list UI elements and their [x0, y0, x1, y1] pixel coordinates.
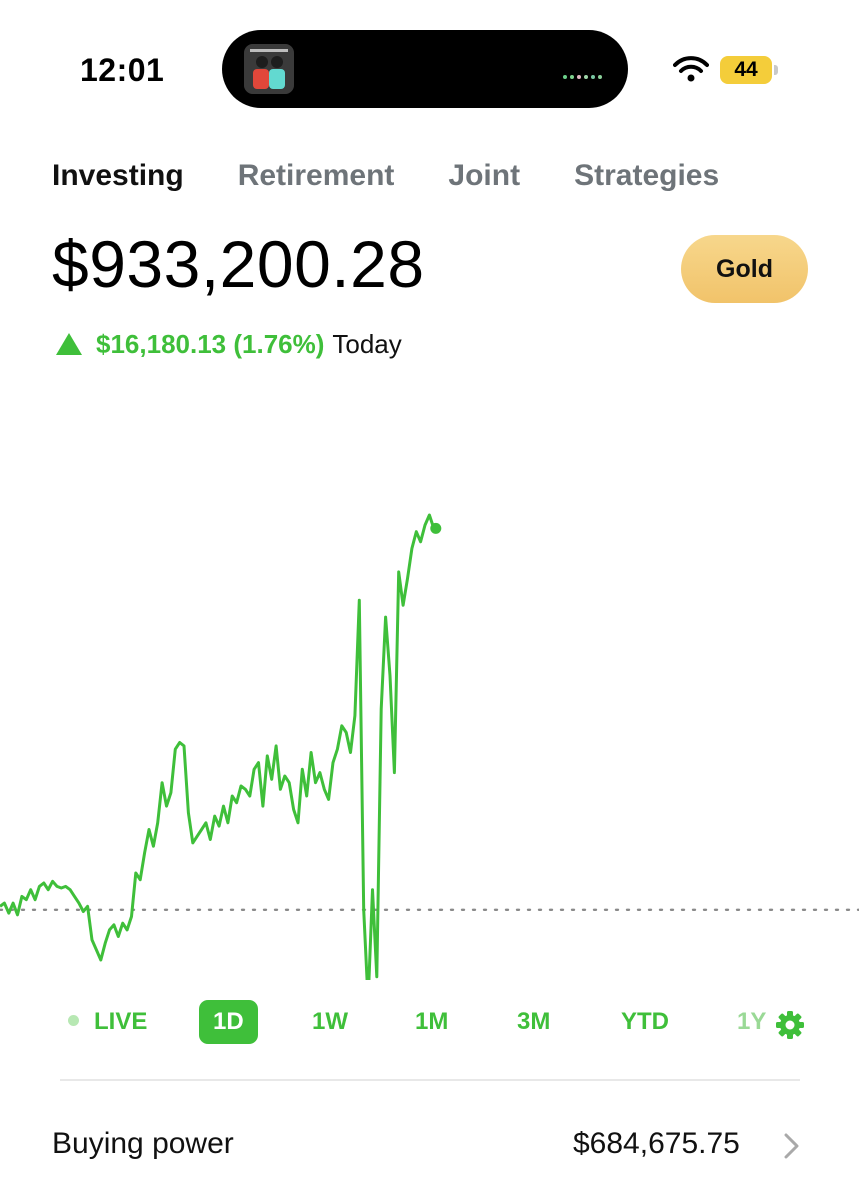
range-1d[interactable]: 1D	[199, 1000, 258, 1044]
activity-dot	[591, 75, 595, 79]
change-amount: $16,180.13 (1.76%)	[96, 328, 325, 359]
buying-power-value[interactable]: $684,675.75	[573, 1127, 740, 1160]
wifi-icon	[673, 56, 709, 87]
range-live[interactable]: LIVE	[68, 1000, 147, 1044]
tab-strategies[interactable]: Strategies	[574, 159, 720, 192]
chevron-right-icon[interactable]	[783, 1132, 801, 1160]
tab-joint[interactable]: Joint	[448, 159, 521, 192]
range-selector: LIVE 1D 1W 1M 3M YTD 1Y	[0, 996, 859, 1050]
activity-dot	[584, 75, 588, 79]
chart-series-line	[0, 513, 436, 980]
status-time: 12:01	[80, 52, 165, 88]
range-ytd[interactable]: YTD	[621, 1008, 669, 1035]
dynamic-island[interactable]	[222, 30, 628, 108]
portfolio-balance: $933,200.28	[52, 227, 425, 301]
battery-cap	[774, 65, 778, 75]
range-1y[interactable]: 1Y	[737, 1008, 767, 1035]
chart-current-point	[430, 522, 442, 534]
account-tabs: Investing Retirement Joint Strategies	[52, 156, 773, 200]
activity-dot	[563, 75, 567, 79]
tab-investing[interactable]: Investing	[52, 159, 184, 192]
live-dot-icon	[68, 1015, 79, 1027]
gold-button[interactable]: Gold	[681, 235, 808, 303]
audio-activity-indicator	[560, 66, 602, 84]
status-bar: 12:01 44	[0, 0, 859, 120]
gear-icon[interactable]	[775, 1010, 805, 1040]
divider	[60, 1079, 800, 1081]
change-period: Today	[332, 328, 402, 359]
activity-dot	[598, 75, 602, 79]
buying-power-label[interactable]: Buying power	[52, 1127, 234, 1160]
range-3m[interactable]: 3M	[517, 1008, 551, 1035]
battery-icon: 44	[720, 56, 772, 84]
range-1m[interactable]: 1M	[415, 1008, 449, 1035]
portfolio-chart[interactable]	[0, 490, 859, 980]
range-live-label: LIVE	[94, 1008, 148, 1035]
tab-retirement[interactable]: Retirement	[237, 159, 395, 192]
triangle-up-icon	[56, 333, 82, 355]
range-1w[interactable]: 1W	[312, 1008, 348, 1035]
daily-change: $16,180.13 (1.76%) Today	[56, 326, 402, 362]
activity-dot	[577, 75, 581, 79]
now-playing-artwork	[244, 44, 294, 94]
activity-dot	[570, 75, 574, 79]
